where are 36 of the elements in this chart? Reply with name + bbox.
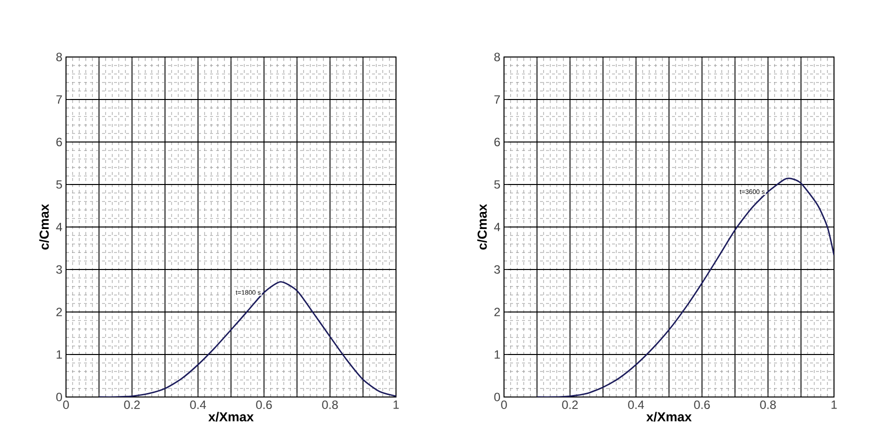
y-tick-label: 8 (494, 52, 500, 62)
y-tick-label: 1 (494, 350, 500, 359)
y-tick-label: 3 (56, 265, 62, 274)
x-tick-label: 1 (394, 400, 399, 409)
x-tick-label: 0.4 (628, 400, 644, 410)
y-tick-label: 8 (56, 52, 62, 62)
y-axis-title: c/Cmax (477, 204, 487, 250)
x-axis-title: x/Xmax (208, 412, 254, 422)
line-series (98, 281, 396, 397)
y-tick-label: 1 (56, 350, 62, 359)
x-tick-label: 0.8 (760, 400, 776, 410)
x-tick-label: 0.2 (124, 400, 140, 410)
x-tick-label: 0.4 (190, 400, 206, 410)
y-tick-label: 0 (494, 392, 500, 402)
line-series (536, 178, 834, 397)
x-tick-label: 0.6 (694, 400, 710, 410)
y-tick-label: 4 (494, 222, 500, 232)
x-tick-label: 0 (501, 400, 507, 410)
x-tick-label: 0 (63, 400, 69, 410)
y-tick-label: 5 (494, 180, 500, 189)
y-tick-label: 0 (56, 392, 62, 402)
x-axis-title: x/Xmax (646, 412, 692, 422)
y-tick-label: 7 (494, 95, 500, 104)
y-tick-label: 4 (56, 222, 62, 232)
y-tick-label: 2 (56, 308, 62, 316)
y-tick-label: 5 (56, 180, 62, 189)
x-tick-label: 0.6 (256, 400, 272, 410)
x-tick-label: 1 (832, 400, 837, 409)
y-tick-label: 6 (494, 138, 500, 146)
y-tick-label: 3 (494, 265, 500, 274)
x-tick-label: 0.8 (322, 400, 338, 410)
x-tick-label: 0.2 (562, 400, 578, 410)
y-tick-label: 2 (494, 308, 500, 316)
y-tick-label: 7 (56, 95, 62, 104)
y-axis-title: c/Cmax (39, 204, 49, 250)
y-tick-label: 6 (56, 138, 62, 146)
